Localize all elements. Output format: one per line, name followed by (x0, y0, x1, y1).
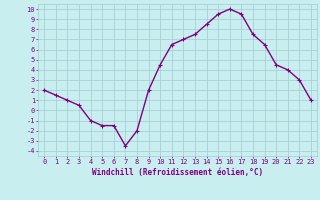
X-axis label: Windchill (Refroidissement éolien,°C): Windchill (Refroidissement éolien,°C) (92, 168, 263, 177)
